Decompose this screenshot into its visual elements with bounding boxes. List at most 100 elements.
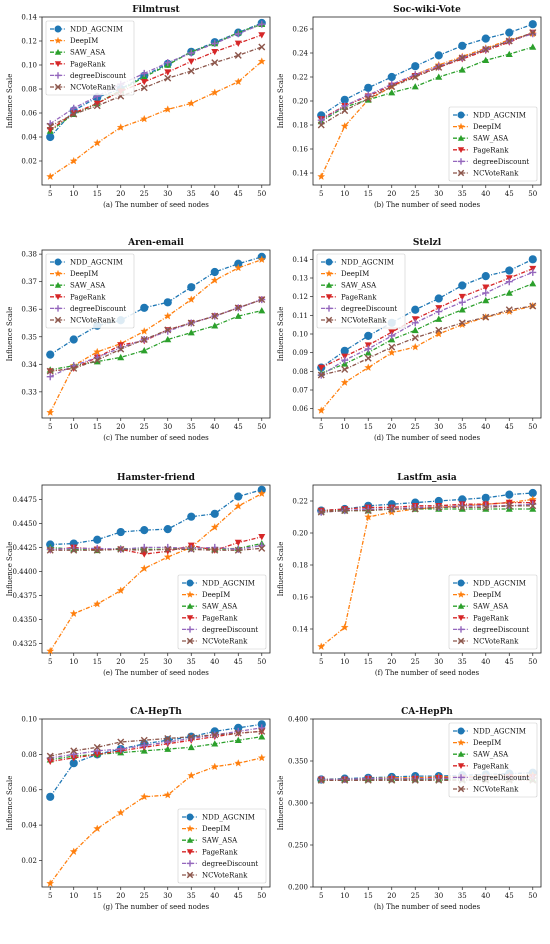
data-point [529,29,537,37]
legend-marker [457,626,465,633]
x-tick-label: 50 [528,658,537,666]
y-tick-label: 0.13 [292,275,308,283]
data-point [211,546,219,554]
y-tick-label: 0.14 [21,14,37,22]
data-point [411,505,419,513]
legend-marker [325,258,333,266]
legend-marker [457,169,465,177]
series-line [49,60,263,178]
x-tick-label: 40 [210,190,219,198]
x-tick-label: 40 [210,423,219,431]
data-point [46,752,54,760]
data-point [234,546,242,554]
data-point [340,623,349,631]
data-point [387,348,396,356]
data-point [234,312,242,319]
legend-marker [457,122,465,130]
data-point [258,733,266,740]
y-tick-label: 0.08 [292,368,308,376]
data-point [317,371,325,379]
x-tick-label: 25 [411,658,420,666]
x-tick-label: 50 [257,423,266,431]
x-tick-label: 35 [458,892,467,900]
legend-label: degreeDiscount [70,305,126,313]
series-line [50,298,262,372]
y-tick-label: 0.02 [21,158,37,166]
legend-label: degreeDiscount [341,305,397,313]
data-point [411,305,420,314]
data-point [435,63,443,71]
legend: NDD_AGCNIM DeepIM SAW_ASA PageRank degreeDis… [177,574,267,650]
y-tick-label: 0.04 [21,134,37,142]
legend-label: NCVoteRank [341,317,387,325]
data-point [411,73,419,81]
data-point [529,30,537,38]
x-tick-label: 30 [163,658,172,666]
subplot-3: Aren-email 5 10 15 20 25 30 35 40 45 50 0.33 0.34 0.3… [6,238,271,442]
data-point [187,743,195,751]
x-tick-label: 20 [387,423,396,431]
legend-marker [457,727,465,735]
legend: NDD_AGCNIM DeepIM SAW_ASA PageRank degreeDis… [448,574,538,650]
data-point [211,322,219,329]
legend-label: PageRank [70,293,106,301]
data-point [257,57,266,65]
series-line [320,268,534,369]
data-point [505,490,514,499]
x-tick-label: 40 [481,892,490,900]
legend-marker [54,83,62,91]
data-point [117,353,125,361]
y-tick-label: 0.250 [288,842,308,850]
x-axis-caption: (b) The number of seed nodes [374,201,481,209]
legend-marker [325,316,333,324]
legend-label: SAW_ASA [473,135,509,143]
plot-frame [41,16,271,186]
y-tick-label: 0.07 [292,387,308,395]
data-point [93,535,102,544]
y-tick-label: 0.22 [292,74,308,82]
x-tick-label: 25 [411,892,420,900]
data-point [481,272,490,281]
series-line [321,503,533,513]
data-point [234,263,243,272]
data-point [46,546,54,554]
data-point [388,343,396,351]
y-tick-label: 0.12 [292,293,308,301]
data-point [258,724,266,732]
series-line [320,258,534,369]
series-line [50,547,262,551]
legend-marker [457,751,465,757]
x-tick-label: 5 [48,423,52,431]
legend-label: PageRank [70,60,106,68]
data-point [529,502,537,510]
x-tick-label: 10 [69,658,78,666]
x-tick-label: 30 [434,190,443,198]
data-point [187,329,195,336]
subplot-4: Stelzl 5 10 15 20 25 30 35 40 45 50 0.06 0.07 0.08 0.0… [277,238,542,442]
data-point [388,332,396,340]
legend-label: DeepIM [70,37,98,45]
legend-label: NDD_AGCNIM [473,580,526,588]
x-tick-label: 10 [340,658,349,666]
x-tick-label: 10 [69,190,78,198]
plot-frame [41,718,271,888]
chart-title: Stelzl [413,238,442,248]
data-point [117,738,125,746]
chart-title: Hamster-friend [117,473,196,483]
data-point [69,847,78,855]
data-point [93,347,102,356]
data-point [187,99,196,107]
data-point [93,751,101,758]
data-point [70,747,78,755]
data-point [163,525,172,534]
data-point [93,747,101,755]
y-tick-label: 0.4375 [13,592,38,600]
y-tick-label: 0.4350 [13,616,38,624]
legend-marker [54,316,62,324]
legend-marker [54,269,62,277]
data-point [458,281,467,290]
x-tick-label: 5 [319,190,323,198]
series-PageRank [46,32,266,134]
y-tick-label: 0.06 [292,405,308,413]
x-tick-label: 30 [163,190,172,198]
